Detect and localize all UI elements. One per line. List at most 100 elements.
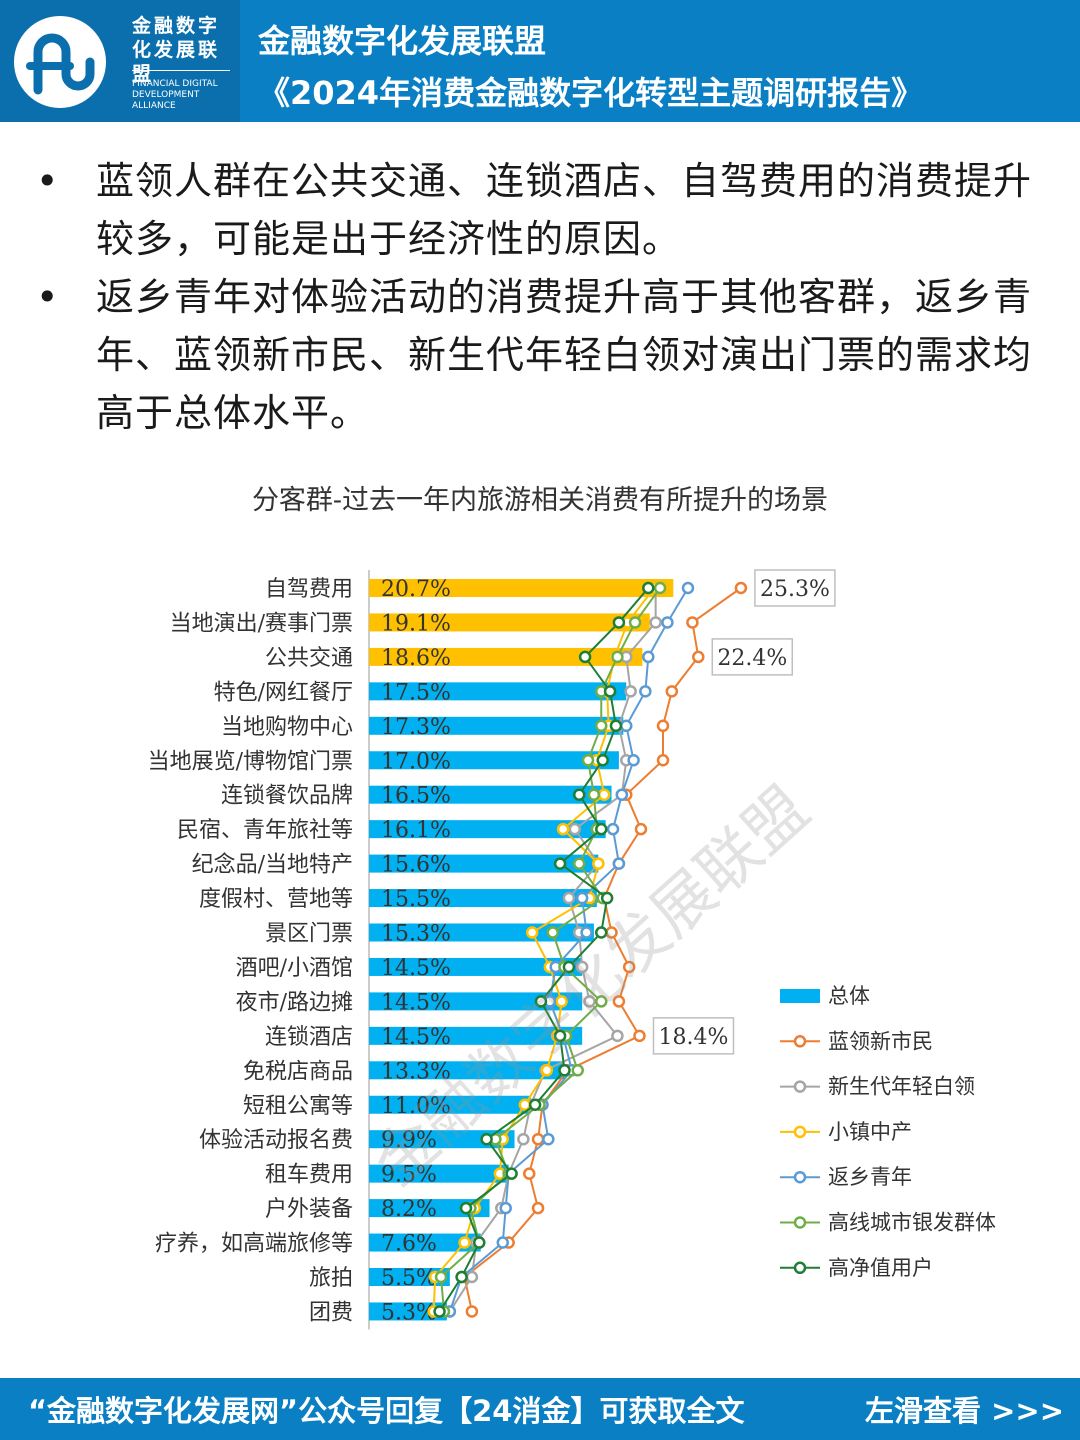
callout-box	[711, 638, 794, 676]
category-label: 度假村、营地等	[199, 887, 353, 912]
category-label: 景区门票	[265, 922, 353, 947]
series-point	[581, 754, 595, 767]
bar-data-label: 20.7%	[381, 577, 451, 602]
series-point	[634, 822, 648, 836]
series-line	[449, 588, 657, 1312]
bar-data-label: 17.3%	[381, 715, 451, 740]
series-point	[465, 1305, 479, 1318]
series-point	[434, 1270, 448, 1284]
bar	[369, 923, 594, 942]
callout-label: 25.3%	[760, 577, 830, 602]
series-point	[686, 616, 699, 629]
series-point	[653, 581, 667, 595]
bar	[369, 579, 674, 597]
series-point	[622, 960, 636, 974]
series-point	[615, 788, 629, 801]
bar-data-label: 16.5%	[381, 784, 451, 809]
series-point	[656, 719, 670, 733]
series-point	[681, 581, 695, 595]
legend-marker	[793, 1261, 807, 1275]
category-label: 酒吧/小酒馆	[236, 956, 353, 981]
series-point	[633, 1029, 646, 1043]
series-point	[534, 995, 548, 1008]
chart-title: 分客群-过去一年内旅游相关消费有所提升的场景	[251, 485, 829, 516]
category-label: 短租公寓等	[243, 1094, 353, 1119]
logo-cn-text: 金融数字化发展联盟	[132, 15, 221, 85]
bullet-text: 蓝领人群在公共交通、连锁酒店、自驾费用的消费提升较多，可能是出于经济性的原因。	[96, 159, 1033, 261]
series-point	[642, 650, 655, 664]
bar	[369, 1095, 531, 1114]
legend-label: 高净值用户	[828, 1256, 933, 1280]
bullet-list: • 蓝领人群在公共交通、连锁酒店、自驾费用的消费提升较多，可能是出于经济性的原因…	[36, 152, 1056, 442]
category-label: 自驾费用	[265, 577, 353, 602]
series-point	[596, 754, 609, 767]
series-line	[438, 587, 650, 1312]
series-point	[600, 891, 614, 905]
series-point	[459, 1201, 473, 1215]
series-point	[531, 1132, 545, 1146]
category-label: 租车费用	[265, 1163, 353, 1188]
bar	[369, 820, 606, 839]
series-point	[465, 1270, 479, 1284]
bullet-dot: •	[36, 275, 60, 319]
series-point	[642, 581, 655, 595]
callout-label: 18.4%	[659, 1025, 729, 1050]
callout-box	[652, 1017, 735, 1055]
series-point	[553, 857, 567, 870]
series-point	[525, 926, 539, 939]
series-point	[572, 857, 586, 870]
category-label: 特色/网红餐厅	[214, 680, 353, 705]
series-point	[558, 1064, 571, 1077]
bar	[369, 957, 583, 976]
series-point	[606, 822, 620, 836]
legend-label: 小镇中产	[828, 1120, 912, 1144]
series-point	[517, 1132, 530, 1146]
series-point	[505, 1167, 518, 1180]
series-point	[578, 650, 592, 664]
series-point	[568, 822, 582, 836]
series-line	[448, 587, 689, 1312]
bar	[369, 1199, 490, 1218]
series-point	[656, 754, 670, 767]
series-point	[611, 1029, 624, 1043]
series-point	[692, 650, 705, 664]
category-label: 当地展览/博物馆门票	[148, 749, 353, 774]
series-point	[611, 650, 624, 664]
bar-data-label: 14.5%	[381, 956, 451, 981]
category-label: 当地购物中心	[221, 715, 353, 740]
legend-marker	[793, 1170, 807, 1184]
series-point	[595, 719, 608, 733]
bar-data-label: 15.5%	[381, 887, 451, 912]
bar-data-label: 16.1%	[381, 818, 451, 843]
series-point	[546, 926, 559, 939]
bar-data-label: 17.0%	[381, 749, 451, 774]
series-point	[583, 995, 596, 1008]
bar	[369, 1268, 450, 1286]
series-point	[665, 685, 679, 698]
category-label: 公共交通	[265, 646, 353, 671]
legend-marker	[793, 1125, 807, 1139]
bullet-dot: •	[36, 159, 60, 203]
bar-data-label: 11.0%	[381, 1094, 451, 1119]
bar-data-label: 15.3%	[381, 922, 451, 947]
series-line	[463, 587, 742, 1312]
bar-data-label: 8.2%	[381, 1197, 437, 1222]
category-label: 体验活动报名费	[199, 1128, 353, 1153]
series-point	[580, 926, 593, 939]
category-label: 免税店商品	[243, 1059, 353, 1084]
bar-data-label: 18.6%	[381, 646, 451, 671]
series-point	[562, 960, 576, 974]
series-point	[612, 857, 626, 870]
category-label: 户外装备	[265, 1197, 353, 1222]
header-title: 金融数字化发展联盟	[258, 22, 547, 60]
series-point	[587, 788, 601, 801]
header-subtitle: 《2024年消费金融数字化转型主题调研报告》	[258, 74, 924, 112]
bar	[369, 889, 597, 908]
series-point	[433, 1305, 446, 1318]
swipe-hint[interactable]: 左滑查看 >>>	[865, 1394, 1064, 1428]
callout-box	[754, 569, 836, 607]
series-point	[473, 1236, 486, 1249]
series-point	[628, 616, 642, 629]
series-point	[571, 1064, 584, 1077]
series-point	[595, 926, 608, 939]
